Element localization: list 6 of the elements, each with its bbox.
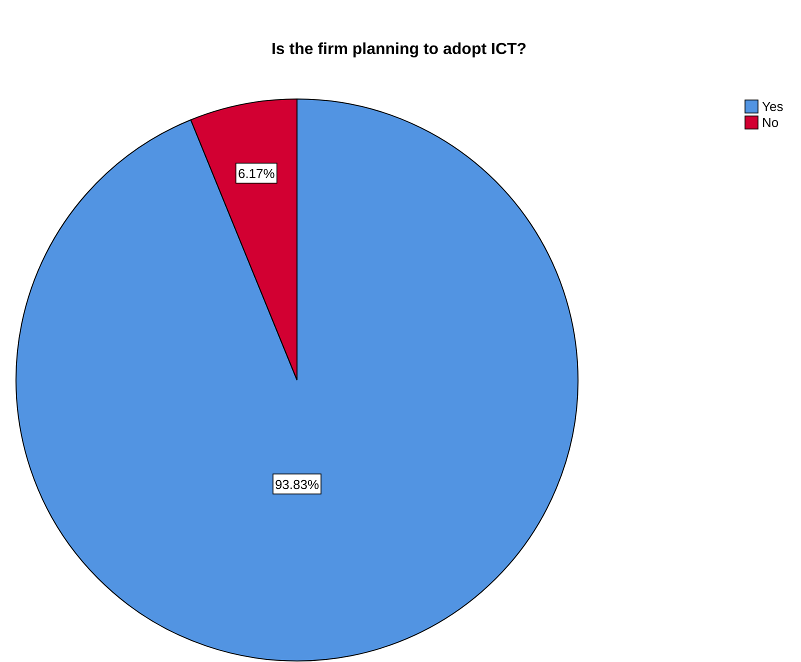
- pie-slice: [16, 98, 578, 661]
- legend-label: No: [762, 115, 779, 130]
- data-label: 93.83%: [274, 476, 320, 492]
- chart-title: Is the firm planning to adopt ICT?: [271, 41, 527, 58]
- data-label: 6.17%: [238, 166, 276, 182]
- legend-label: Yes: [762, 99, 784, 114]
